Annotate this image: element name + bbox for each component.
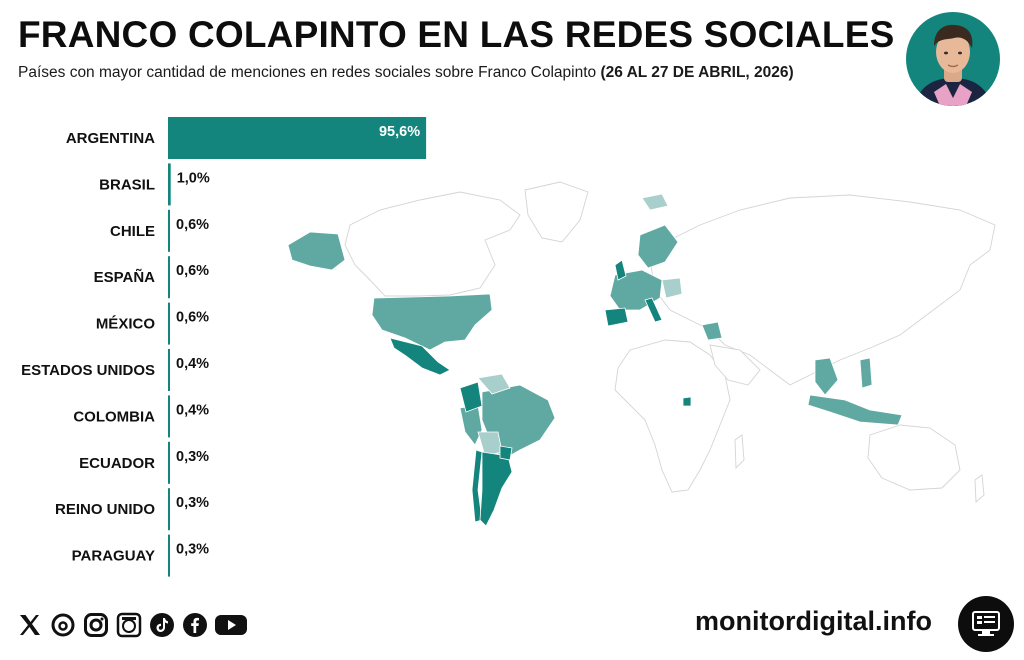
value-label: 0,3%	[176, 495, 209, 511]
map-africa	[614, 339, 731, 493]
map-e-europe	[661, 277, 683, 299]
value-label: 0,6%	[176, 217, 209, 233]
subtitle-text: Países con mayor cantidad de menciones e…	[18, 64, 597, 81]
map-se-asia	[814, 357, 839, 396]
map-indonesia	[807, 394, 903, 426]
bar	[168, 488, 170, 531]
map-australia	[867, 424, 961, 491]
map-uk	[614, 259, 627, 281]
value-label: 0,6%	[176, 263, 209, 279]
category-label: REINO UNIDO	[55, 501, 155, 518]
map-philippines	[859, 357, 873, 389]
brand-name[interactable]: monitordigital.info	[695, 606, 932, 636]
bar-chart: ARGENTINA 95,6% BRASIL 1,0% CHILE 0,6% ESPAÑA 0…	[21, 117, 427, 577]
threads-icon[interactable]	[49, 612, 76, 639]
bar	[168, 302, 170, 345]
category-label: ECUADOR	[79, 455, 155, 472]
map-greenland	[524, 181, 589, 243]
bar	[168, 209, 170, 252]
category-label: PARAGUAY	[72, 548, 155, 565]
map-peru	[459, 404, 483, 446]
youtube-icon[interactable]	[214, 612, 248, 639]
category-label: ESPAÑA	[94, 268, 156, 286]
bar	[168, 117, 427, 159]
value-label: 1,0%	[177, 170, 210, 186]
bar	[168, 163, 171, 206]
map-dark-countries	[389, 259, 692, 527]
map-newzealand	[974, 474, 985, 503]
category-label: ESTADOS UNIDOS	[21, 362, 155, 379]
page-title: FRANCO COLAPINTO EN LAS REDES SOCIALES	[18, 14, 895, 55]
map-alaska	[287, 231, 346, 271]
person-portrait-icon	[914, 24, 992, 106]
map-madagascar	[734, 434, 745, 470]
category-label: BRASIL	[99, 176, 155, 193]
map-argentina	[479, 451, 513, 527]
category-label: MÉXICO	[96, 316, 156, 333]
value-label: 0,3%	[176, 449, 209, 465]
map-usa	[371, 293, 493, 351]
map-uganda	[682, 396, 692, 407]
map-venezuela	[477, 373, 511, 395]
bar	[168, 534, 170, 577]
newsletter-icon[interactable]	[115, 612, 142, 639]
map-italy	[644, 297, 663, 323]
bar	[168, 395, 170, 438]
avatar	[906, 12, 1000, 106]
map-canada	[344, 191, 521, 297]
x-icon[interactable]	[16, 612, 43, 639]
map-light-countries	[477, 193, 683, 457]
subtitle-date: (26 AL 27 DE ABRIL, 2026)	[600, 64, 794, 81]
category-label: COLOMBIA	[73, 408, 155, 425]
value-label: 0,4%	[176, 402, 209, 418]
page-subtitle: Países con mayor cantidad de menciones e…	[18, 64, 794, 82]
map-iceland	[641, 193, 669, 211]
value-label: 0,6%	[176, 310, 209, 326]
value-label: 0,3%	[176, 542, 209, 558]
map-colombia	[459, 381, 483, 413]
instagram-icon[interactable]	[82, 612, 109, 639]
tiktok-icon[interactable]	[148, 612, 175, 639]
bar	[168, 349, 170, 391]
map-spain	[604, 307, 629, 327]
monitor-icon	[958, 596, 1014, 652]
facebook-icon[interactable]	[181, 612, 208, 639]
social-links	[16, 608, 248, 642]
map-arabia	[709, 344, 761, 386]
value-label: 0,4%	[176, 356, 209, 372]
map-iraq	[701, 321, 723, 341]
world-map	[287, 181, 996, 527]
map-mexico	[389, 337, 451, 376]
category-label: CHILE	[110, 223, 155, 240]
bar	[168, 256, 170, 299]
bar	[168, 441, 170, 484]
map-base-land	[344, 181, 996, 503]
value-label: 95,6%	[379, 124, 420, 140]
map-scandinavia	[637, 224, 679, 269]
map-paraguay	[499, 445, 513, 461]
category-label: ARGENTINA	[66, 130, 155, 147]
